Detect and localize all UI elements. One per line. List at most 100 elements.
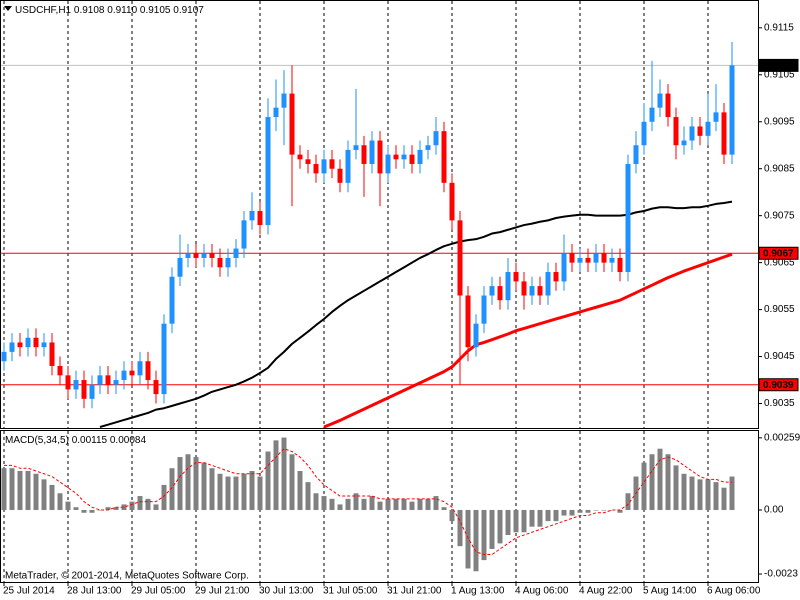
macd-histogram-bar <box>505 509 511 536</box>
candle-body <box>209 253 215 258</box>
candle-body <box>33 337 39 348</box>
y-tick-label: 0.9095 <box>764 116 795 127</box>
macd-label: MACD(5,34,5) <box>5 435 69 446</box>
macd-histogram-bar <box>465 509 471 569</box>
macd-histogram-bar <box>225 476 231 510</box>
macd-histogram-bar <box>377 501 383 510</box>
candle-body <box>385 154 391 174</box>
candle-body <box>249 210 255 221</box>
x-tick-label: 29 Jul 21:00 <box>195 586 250 597</box>
macd-histogram-bar <box>705 479 711 510</box>
macd-histogram-bar <box>145 498 151 510</box>
macd-histogram-bar <box>337 504 343 510</box>
macd-histogram-bar <box>129 501 135 510</box>
macd-y-tick-label: -0.0023 <box>764 569 798 580</box>
macd-histogram-bar <box>41 479 47 510</box>
x-tick-label: 29 Jul 05:00 <box>131 586 186 597</box>
x-tick-label: 30 Jul 13:00 <box>259 586 314 597</box>
candle-body <box>537 286 543 296</box>
macd-signal-value: 0.00084 <box>110 435 147 446</box>
macd-histogram-bar <box>489 509 495 549</box>
candle-body <box>369 140 375 165</box>
price-level-label-box <box>758 246 799 260</box>
candle-body <box>681 140 687 146</box>
macd-histogram-bar <box>281 437 287 510</box>
candle-body <box>481 295 487 324</box>
macd-histogram-bar <box>625 493 631 510</box>
macd-histogram-bar <box>401 498 407 510</box>
macd-histogram-bar <box>577 509 583 513</box>
candle-body <box>545 272 551 296</box>
macd-histogram-bar <box>529 509 535 527</box>
candle-body <box>225 257 231 268</box>
candle-body <box>673 117 679 146</box>
chart-header: USDCHF,H1 0.9108 0.9110 0.9105 0.9107 <box>15 5 204 16</box>
candle-body <box>25 337 31 348</box>
candle-body <box>409 154 415 165</box>
main-panel-frame <box>0 0 759 429</box>
price-layer <box>1 41 758 428</box>
macd-histogram-bar <box>329 498 335 510</box>
candle-body <box>113 380 119 385</box>
macd-histogram-bar <box>665 454 671 510</box>
macd-histogram-bar <box>89 509 95 513</box>
x-tick-label: 31 Jul 05:00 <box>323 586 378 597</box>
candle-body <box>329 159 335 169</box>
candle-body <box>721 112 727 155</box>
macd-histogram-bar <box>393 498 399 510</box>
macd-histogram-bar <box>585 509 591 513</box>
macd-histogram-bar <box>241 473 247 510</box>
candle-body <box>129 370 135 376</box>
macd-histogram-bar <box>537 509 543 527</box>
candle-body <box>241 220 247 249</box>
price-level-label: 0.9107 <box>763 61 794 72</box>
candle-body <box>9 342 15 352</box>
candle-body <box>569 253 575 263</box>
header-high: 0.9110 <box>107 5 137 16</box>
macd-histogram-bar <box>33 473 39 510</box>
candle-body <box>97 375 103 385</box>
candle-body <box>497 286 503 301</box>
macd-histogram-bar <box>289 454 295 510</box>
macd-histogram-bar <box>425 498 431 510</box>
macd-histogram-bar <box>1 468 7 510</box>
candle-body <box>361 145 367 165</box>
macd-histogram-bar <box>697 479 703 510</box>
candle-body <box>473 323 479 348</box>
macd-histogram-bar <box>609 509 615 511</box>
macd-histogram-bar <box>201 462 207 510</box>
macd-histogram-bar <box>321 496 327 510</box>
candle-body <box>17 342 23 348</box>
candle-body <box>169 276 175 324</box>
macd-histogram-bar <box>217 473 223 510</box>
macd-histogram-bar <box>17 470 23 510</box>
y-tick-label: 0.9055 <box>764 304 795 315</box>
macd-histogram-bar <box>209 468 215 510</box>
macd-histogram-bar <box>361 498 367 510</box>
macd-histogram-bar <box>153 504 159 510</box>
candle-body <box>713 112 719 122</box>
candle-body <box>353 145 359 150</box>
candle-body <box>161 323 167 395</box>
candle-body <box>417 149 423 165</box>
macd-y-tick-label: 0.00259 <box>764 432 800 443</box>
x-tick-label: 5 Aug 14:00 <box>643 586 697 597</box>
macd-histogram-bar <box>49 484 55 510</box>
macd-histogram-bar <box>601 509 607 511</box>
macd-histogram-bar <box>449 509 455 522</box>
macd-histogram-bar <box>457 509 463 547</box>
x-tick-label: 6 Aug 06:00 <box>707 586 761 597</box>
macd-histogram-bar <box>617 509 623 513</box>
macd-histogram-bar <box>297 470 303 510</box>
candle-body <box>505 272 511 301</box>
candle-body <box>193 253 199 258</box>
candle-body <box>153 380 159 395</box>
macd-histogram-bar <box>385 498 391 510</box>
candle-body <box>489 286 495 296</box>
menu-icon[interactable] <box>4 6 12 11</box>
grid-layer <box>3 1 709 582</box>
candle-body <box>609 257 615 263</box>
